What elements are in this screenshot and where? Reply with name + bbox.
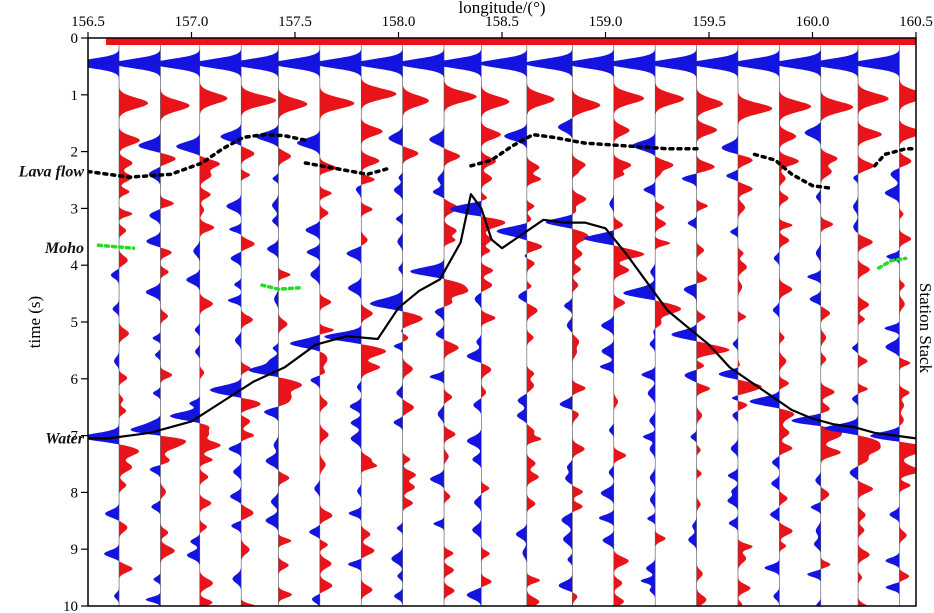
x-tick-label: 157.5 — [278, 14, 312, 30]
trace-positive-fill — [241, 38, 277, 606]
phase-annotations: Lava flow Moho Water — [18, 163, 85, 447]
lava-flow-curve — [872, 147, 916, 168]
right-axis-label: Station Stack — [916, 283, 934, 374]
trace-positive-fill — [526, 38, 555, 606]
x-tick-label: 159.5 — [692, 14, 726, 30]
water-arrival-curve — [88, 193, 916, 440]
trace-positive-fill — [160, 38, 190, 606]
x-axis-label: longitude/(°) — [458, 0, 545, 17]
plot-frame — [87, 37, 917, 607]
x-axis: 156.5 157.0 157.5 158.0 158.5 159.0 159.5 160.0… — [71, 14, 933, 38]
annotation-water: Water — [45, 430, 85, 447]
lava-flow-curve — [303, 161, 390, 177]
y-tick-label: 4 — [71, 258, 79, 274]
y-axis-label: time (s) — [25, 296, 44, 348]
trace-positive-fill — [858, 38, 889, 606]
trace-positive-fill — [319, 38, 355, 606]
moho-curve — [96, 243, 136, 250]
trace-positive-fill — [361, 38, 397, 606]
trace-negative-fill — [230, 38, 279, 606]
y-tick-label: 1 — [71, 88, 79, 104]
trace-positive-fill — [572, 38, 601, 606]
x-tick-label: 160.5 — [899, 14, 933, 30]
trace-positive-fill — [402, 38, 429, 606]
y-tick-label: 6 — [71, 372, 79, 388]
trace-positive-fill — [481, 38, 510, 606]
trace-negative-fill — [88, 38, 120, 606]
x-tick-label: 160.0 — [796, 14, 830, 30]
annotation-lava-flow: Lava flow — [18, 163, 85, 180]
y-tick-label: 9 — [71, 542, 79, 558]
lava-flow-curve — [88, 132, 308, 179]
trace-positive-fill — [655, 38, 685, 606]
seismic-traces — [88, 38, 916, 606]
trace-positive-fill — [444, 38, 477, 606]
y-tick-label: 10 — [63, 599, 78, 613]
y-tick-label: 3 — [71, 201, 79, 217]
lava-flow-curve — [752, 152, 835, 191]
trace-positive-fill — [278, 38, 308, 606]
x-tick-label: 158.0 — [382, 14, 416, 30]
trace-negative-fill — [648, 38, 697, 606]
y-tick-label: 2 — [71, 145, 79, 161]
trace-negative-fill — [524, 38, 573, 606]
moho-curve — [260, 283, 301, 291]
x-tick-label: 158.5 — [485, 14, 519, 30]
y-tick-label: 7 — [71, 429, 79, 445]
trace-positive-fill — [737, 38, 773, 606]
top-red-bar — [106, 38, 916, 45]
trace-positive-fill — [779, 38, 812, 606]
y-tick-label: 5 — [71, 315, 79, 331]
annotation-moho: Moho — [44, 240, 84, 257]
trace-positive-fill — [899, 38, 916, 606]
x-tick-label: 157.0 — [175, 14, 209, 30]
trace-positive-fill — [613, 38, 645, 606]
trace-negative-fill — [565, 38, 614, 606]
trace-negative-fill — [772, 38, 821, 606]
y-axis: 0 1 2 3 4 5 6 7 8 9 10 — [63, 31, 88, 613]
trace-positive-fill — [199, 38, 228, 606]
phase-curves — [88, 132, 916, 440]
x-tick-label: 156.5 — [71, 14, 105, 30]
trace-positive-fill — [696, 38, 730, 606]
trace-negative-fill — [810, 38, 859, 606]
moho-curve — [876, 256, 908, 270]
y-tick-label: 0 — [71, 31, 79, 47]
trace-positive-fill — [820, 38, 854, 606]
trace-negative-fill — [151, 38, 200, 606]
lava-flow-curve — [469, 132, 701, 168]
y-tick-label: 8 — [71, 485, 79, 501]
trace-negative-fill — [112, 38, 161, 606]
trace-positive-fill — [119, 38, 149, 606]
x-tick-label: 159.0 — [589, 14, 623, 30]
